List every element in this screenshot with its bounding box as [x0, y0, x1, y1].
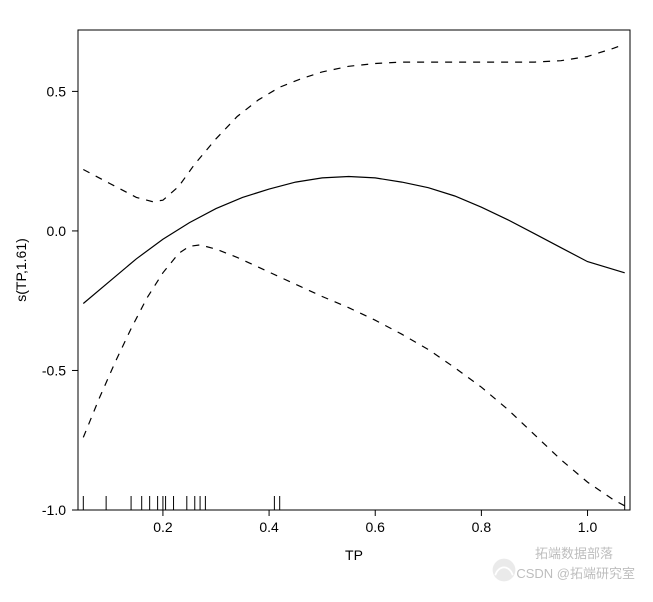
- y-tick-label: 0.0: [47, 223, 67, 239]
- chart-container: 0.2 0.4 0.6 0.8 1.0 -1.0 -0.5 0.0 0.5 TP s(TP,1.61…: [0, 0, 653, 602]
- x-tick-label: 0.2: [153, 519, 173, 535]
- x-tick-label: 1.0: [578, 519, 598, 535]
- lower-ci-line: [83, 245, 624, 506]
- x-axis-label: TP: [345, 547, 363, 563]
- y-axis-label: s(TP,1.61): [13, 238, 29, 302]
- x-tick-label: 0.6: [365, 519, 385, 535]
- y-tick-label: -1.0: [42, 502, 66, 518]
- plot-box: [78, 30, 630, 510]
- x-tick-label: 0.4: [259, 519, 279, 535]
- upper-ci-line: [83, 44, 624, 202]
- smooth-chart: 0.2 0.4 0.6 0.8 1.0 -1.0 -0.5 0.0 0.5 TP s(TP,1.61…: [0, 0, 653, 602]
- x-tick-label: 0.8: [472, 519, 492, 535]
- y-tick-label: 0.5: [47, 83, 67, 99]
- fit-line: [83, 177, 624, 304]
- y-tick-label: -0.5: [42, 362, 66, 378]
